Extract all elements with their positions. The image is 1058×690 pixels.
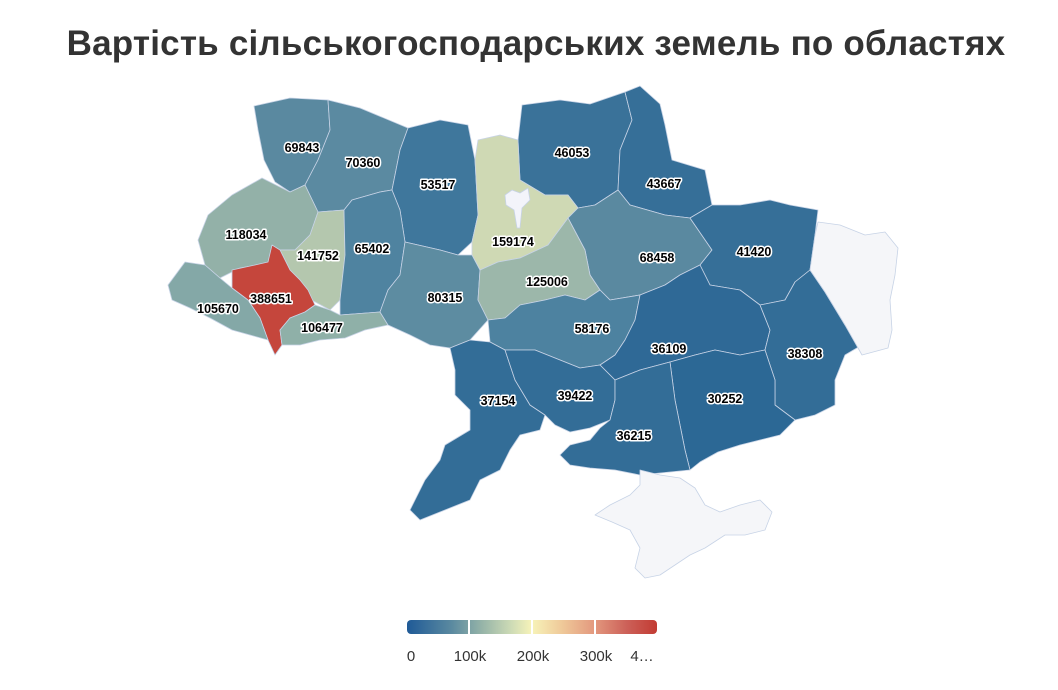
region-kherson[interactable] bbox=[559, 361, 691, 476]
region-label: 41420 bbox=[737, 245, 772, 259]
region-label: 46053 bbox=[555, 146, 590, 160]
region-label: 39422 bbox=[558, 389, 593, 403]
region-label: 69843 bbox=[285, 141, 320, 155]
legend-tick bbox=[531, 620, 533, 634]
region-label: 36109 bbox=[652, 342, 687, 356]
region-label: 65402 bbox=[355, 242, 390, 256]
region-label: 70360 bbox=[346, 156, 381, 170]
legend-tick bbox=[468, 620, 470, 634]
region-label: 118034 bbox=[225, 228, 266, 242]
region-label: 159174 bbox=[492, 235, 534, 249]
legend-label: 0 bbox=[406, 648, 416, 665]
legend-tick bbox=[594, 620, 596, 634]
region-sumy[interactable] bbox=[617, 85, 713, 219]
region-zakarpattia[interactable] bbox=[167, 261, 269, 341]
legend-label: 300k bbox=[579, 648, 613, 665]
region-luhansk[interactable] bbox=[809, 221, 899, 356]
legend-label: 4… bbox=[630, 648, 654, 665]
region-label: 106477 bbox=[301, 321, 343, 335]
region-label: 125006 bbox=[526, 275, 568, 289]
region-chernivtsi[interactable] bbox=[279, 304, 389, 346]
region-label: 30252 bbox=[708, 392, 743, 406]
region-label: 80315 bbox=[428, 291, 463, 305]
region-label: 43667 bbox=[647, 177, 682, 191]
map-title: Вартість сільськогосподарських земель по… bbox=[66, 24, 1006, 63]
region-label: 37154 bbox=[481, 394, 516, 408]
region-label: 58176 bbox=[575, 322, 610, 336]
region-label: 38308 bbox=[788, 347, 823, 361]
region-kyiv-city[interactable] bbox=[504, 187, 531, 229]
color-legend: 0 100k 200k 300k 4… bbox=[407, 620, 657, 668]
legend-label: 200k bbox=[516, 648, 550, 665]
legend-label: 100k bbox=[453, 648, 487, 665]
region-label: 141752 bbox=[297, 249, 339, 263]
region-label: 53517 bbox=[421, 178, 456, 192]
legend-color-bar bbox=[407, 620, 657, 634]
region-label: 105670 bbox=[197, 302, 239, 316]
region-label: 68458 bbox=[640, 251, 675, 265]
region-crimea[interactable] bbox=[594, 469, 773, 579]
region-label: 36215 bbox=[617, 429, 652, 443]
region-label: 388651 bbox=[250, 292, 292, 306]
